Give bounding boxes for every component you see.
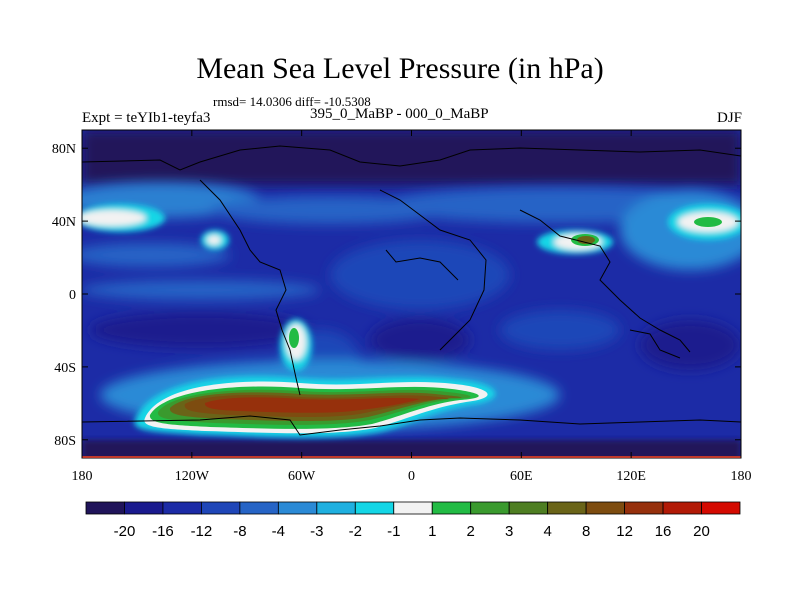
coastlines [82, 145, 741, 436]
colorbar-label: 4 [543, 523, 551, 540]
lat-tick-label: 40N [52, 215, 76, 230]
lat-tick-label: 80S [54, 434, 76, 449]
colorbar-swatch [201, 501, 241, 515]
colorbar-swatch [124, 501, 164, 515]
colorbar-label: 3 [505, 523, 513, 540]
experiment-label: Expt = teYIb1-teyfa3 [82, 110, 211, 126]
lon-tick-label: 120W [175, 469, 210, 484]
colorbar-label: -2 [349, 523, 362, 540]
colorbar-label: -16 [152, 523, 174, 540]
colorbar-label: -4 [272, 523, 285, 540]
lon-tick-label: 0 [408, 469, 415, 484]
lat-tick-label: 0 [69, 288, 76, 303]
rmsd-diff-stats: rmsd= 14.0306 diff= -10.5308 [213, 94, 371, 109]
colorbar-swatch [85, 501, 125, 515]
lon-tick-label: 180 [731, 469, 752, 484]
colorbar-label: 8 [582, 523, 590, 540]
colorbar-swatch [354, 501, 395, 515]
colorbar-label: -12 [191, 523, 213, 540]
lon-tick-label: 60W [288, 469, 316, 484]
colorbar-swatch [547, 501, 587, 515]
colorbar-swatch [431, 501, 472, 515]
colorbar-swatch [316, 501, 356, 515]
colorbar-label: -1 [387, 523, 400, 540]
lon-tick-label: 180 [72, 469, 93, 484]
colorbar-swatch [239, 501, 279, 515]
colorbar-label: 12 [616, 523, 633, 540]
season-label: DJF [716, 110, 742, 126]
colorbar-swatch [162, 501, 202, 515]
colorbar-label: 20 [693, 523, 710, 540]
latitude-axis: 80N 40N 0 40S 80S [52, 142, 741, 449]
colorbar-swatch [585, 501, 625, 515]
colorbar-swatch [662, 501, 702, 515]
colorbar-swatch [277, 501, 318, 515]
colorbar-swatch [624, 501, 664, 515]
lon-tick-label: 60E [510, 469, 533, 484]
lon-tick-label: 120E [616, 469, 646, 484]
colorbar-label: -8 [233, 523, 246, 540]
colorbar-swatch [701, 501, 741, 515]
comparison-label: 395_0_MaBP - 000_0_MaBP [310, 106, 489, 122]
colorbar: -20 -16 -12 -8 -4 -3 -2 -1 1 2 3 4 8 12 16 20 [85, 501, 741, 540]
colorbar-swatch [470, 501, 510, 515]
longitude-axis: 180 120W 60W 0 60E 120E 180 [72, 130, 752, 484]
colorbar-label: -20 [114, 523, 136, 540]
colorbar-swatch [393, 501, 433, 515]
colorbar-label: 16 [655, 523, 672, 540]
colorbar-label: 2 [467, 523, 475, 540]
pressure-field [82, 130, 741, 458]
colorbar-swatch [508, 501, 549, 515]
colorbar-label: -3 [310, 523, 323, 540]
lat-tick-label: 80N [52, 142, 76, 157]
colorbar-label: 1 [428, 523, 436, 540]
lat-tick-label: 40S [54, 361, 76, 376]
page-title: Mean Sea Level Pressure (in hPa) [196, 52, 604, 85]
